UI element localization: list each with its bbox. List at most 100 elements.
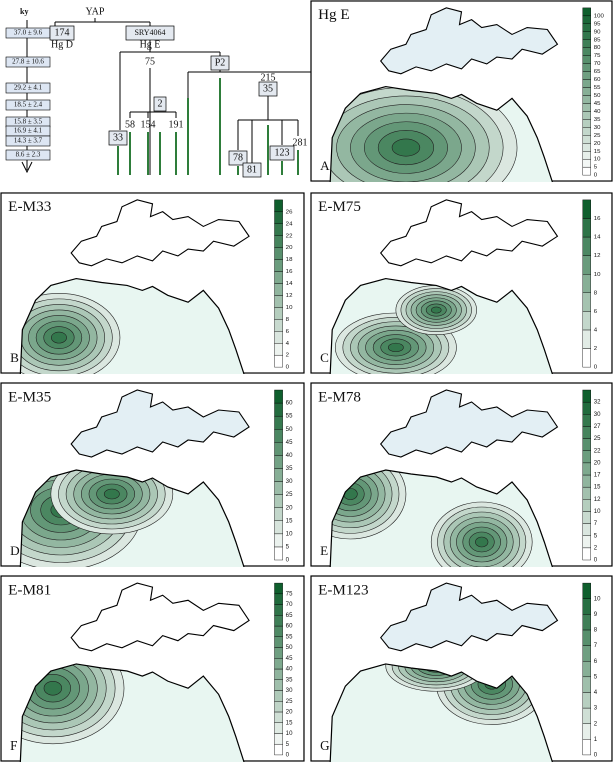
node-label: 35 [263, 83, 273, 94]
scale-label: 2 [594, 545, 598, 551]
scale-cell [274, 307, 283, 320]
scale-cell [274, 582, 283, 595]
node-label: YAP [86, 6, 105, 17]
scale-cell [582, 23, 591, 32]
node-label: 191 [169, 119, 184, 130]
panel-title: E-M81 [8, 582, 51, 599]
scale-label: 12 [594, 253, 601, 259]
scale-cell [582, 547, 591, 561]
scale-label: 65 [286, 612, 293, 619]
scale-label: 0 [286, 752, 290, 759]
scale-label: 0 [594, 753, 598, 759]
node-label: 2 [158, 98, 163, 109]
node-box [242, 162, 262, 178]
scale-cell [274, 354, 283, 368]
scale-cell [274, 415, 283, 430]
scale-cell [274, 668, 283, 680]
scale-label: 25 [594, 436, 601, 442]
scale-label: 6 [594, 659, 598, 665]
scale-label: 100 [594, 13, 605, 19]
time-label: 15.8 ± 3.5 [14, 118, 43, 126]
time-label: 18.5 ± 2.4 [14, 101, 43, 109]
scale-label: 5 [594, 533, 598, 539]
map-panel: E-M123 G 0 1 2 3 4 5 6 7 8 9 10 [310, 575, 613, 762]
coastline [329, 85, 553, 182]
scale-cell [582, 438, 591, 451]
scale-label: 5 [286, 741, 290, 748]
panel-letter: C [320, 350, 329, 365]
scale-label: 5 [594, 674, 598, 680]
scale-label: 0 [594, 365, 598, 371]
scale-label: 15 [594, 149, 601, 155]
scale-label: 30 [286, 479, 293, 485]
scale-label: 5 [594, 165, 598, 171]
scale-cell [274, 743, 283, 756]
scale-label: 70 [594, 61, 601, 67]
scale-cell [274, 593, 283, 605]
scale-cell [274, 494, 283, 508]
panel-letter: D [10, 543, 20, 558]
scale-label: 70 [286, 601, 293, 608]
scale-cell [582, 414, 591, 427]
europe-coast [70, 582, 250, 652]
scale-label: 50 [286, 427, 293, 433]
scale-cell [582, 135, 591, 144]
scale-label: 10 [594, 272, 601, 278]
scale-cell [274, 615, 283, 627]
scale-label: 20 [286, 245, 293, 251]
europe-coast [70, 199, 250, 267]
panel-title: E-M35 [8, 390, 51, 406]
scale-label: 15 [286, 518, 293, 524]
scale-cell [582, 462, 591, 476]
scale-label: 35 [594, 117, 601, 123]
contour [387, 342, 404, 353]
scale-cell [274, 520, 283, 535]
scale-label: 45 [286, 655, 293, 662]
scale-label: 75 [594, 53, 601, 59]
scale-cell [582, 111, 591, 120]
scale-label: 14 [286, 281, 293, 287]
scale-label: 20 [594, 460, 601, 466]
phylogenetic-tree: ky 37.0 ± 9.6 27.8 ± 10.6 29.2 ± 4.1 18.5 ± … [5, 6, 326, 178]
scale-label: 55 [594, 85, 601, 91]
time-box [5, 99, 51, 111]
scale-cell [274, 223, 283, 236]
contour [475, 536, 489, 548]
scale-label: 7 [594, 643, 598, 649]
scale-cell [274, 711, 283, 723]
scale-cell [274, 533, 283, 548]
scale-label: 90 [594, 29, 601, 35]
europe-coast [379, 7, 559, 75]
scale-cell [582, 166, 591, 176]
scale-label: 5 [286, 545, 290, 551]
node-label: P2 [215, 57, 226, 68]
scale-label: 16 [594, 216, 601, 222]
scale-label: 3 [594, 706, 598, 712]
node-label: Hg D [51, 39, 73, 50]
scale-cell [274, 481, 283, 495]
node-label: SRY4064 [134, 28, 165, 37]
scale-cell [274, 235, 283, 248]
scale-cell [582, 739, 591, 756]
scale-cell [582, 707, 591, 724]
scale-cell [582, 660, 591, 678]
scale-cell [582, 645, 591, 662]
scale-cell [582, 311, 591, 331]
scale-cell [582, 723, 591, 740]
scale-label: 40 [594, 109, 601, 115]
scale-cell [274, 331, 283, 344]
scale-label: 25 [594, 133, 601, 139]
panel-letter: G [320, 738, 330, 753]
scale-label: 10 [286, 531, 293, 537]
scale-cell [582, 598, 591, 615]
scale-cell [274, 295, 283, 308]
node-label: 58 [125, 119, 135, 130]
panel-letter: E [320, 543, 328, 558]
scale-label: 32 [594, 400, 601, 406]
tree-leaves [117, 78, 319, 175]
scale-cell [582, 614, 591, 631]
scale-label: 60 [286, 623, 293, 630]
